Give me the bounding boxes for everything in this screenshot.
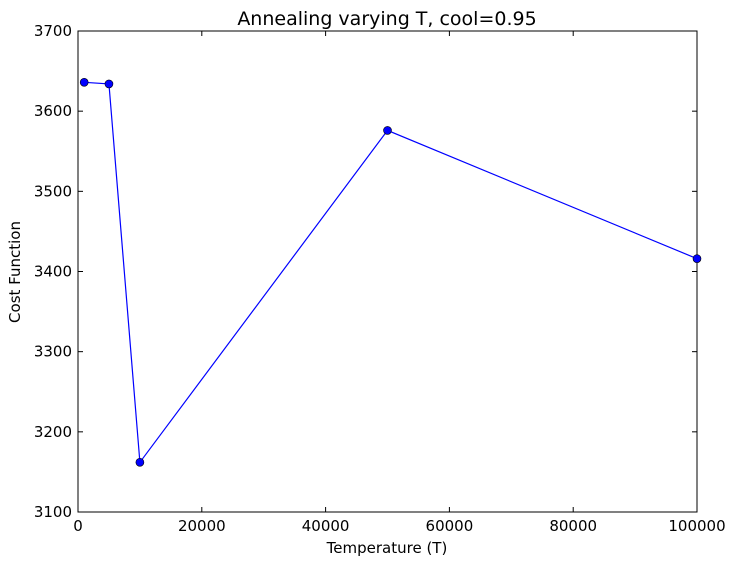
plot-area: 0 20000 40000 60000 80000 100000 3100 3200 3300 3… [34, 22, 726, 535]
series-line [84, 81, 698, 464]
y-tick-label: 3700 [34, 22, 72, 40]
y-tick-label: 3600 [34, 102, 72, 120]
x-tick-label: 60000 [426, 517, 474, 535]
plot-frame [77, 30, 698, 513]
chart-title: Annealing varying T, cool=0.95 [237, 8, 536, 30]
data-point [383, 126, 392, 135]
data-point [692, 254, 702, 263]
y-tick-label: 3400 [34, 263, 72, 281]
y-tick-label: 3500 [34, 182, 72, 200]
x-tick-label: 20000 [178, 517, 226, 535]
x-tick-label: 0 [73, 517, 83, 535]
data-point [135, 457, 145, 467]
y-tick-label: 3300 [34, 343, 72, 361]
y-axis-label: Cost Function [6, 221, 24, 323]
x-tick-label: 80000 [549, 517, 597, 535]
x-axis-label: Temperature (T) [326, 539, 448, 557]
y-tick-label: 3200 [34, 423, 72, 441]
x-tick-label: 100000 [668, 517, 725, 535]
y-tick-label: 3100 [34, 503, 72, 521]
data-point [79, 78, 89, 87]
x-tick-label: 40000 [302, 517, 350, 535]
data-point [104, 79, 114, 89]
